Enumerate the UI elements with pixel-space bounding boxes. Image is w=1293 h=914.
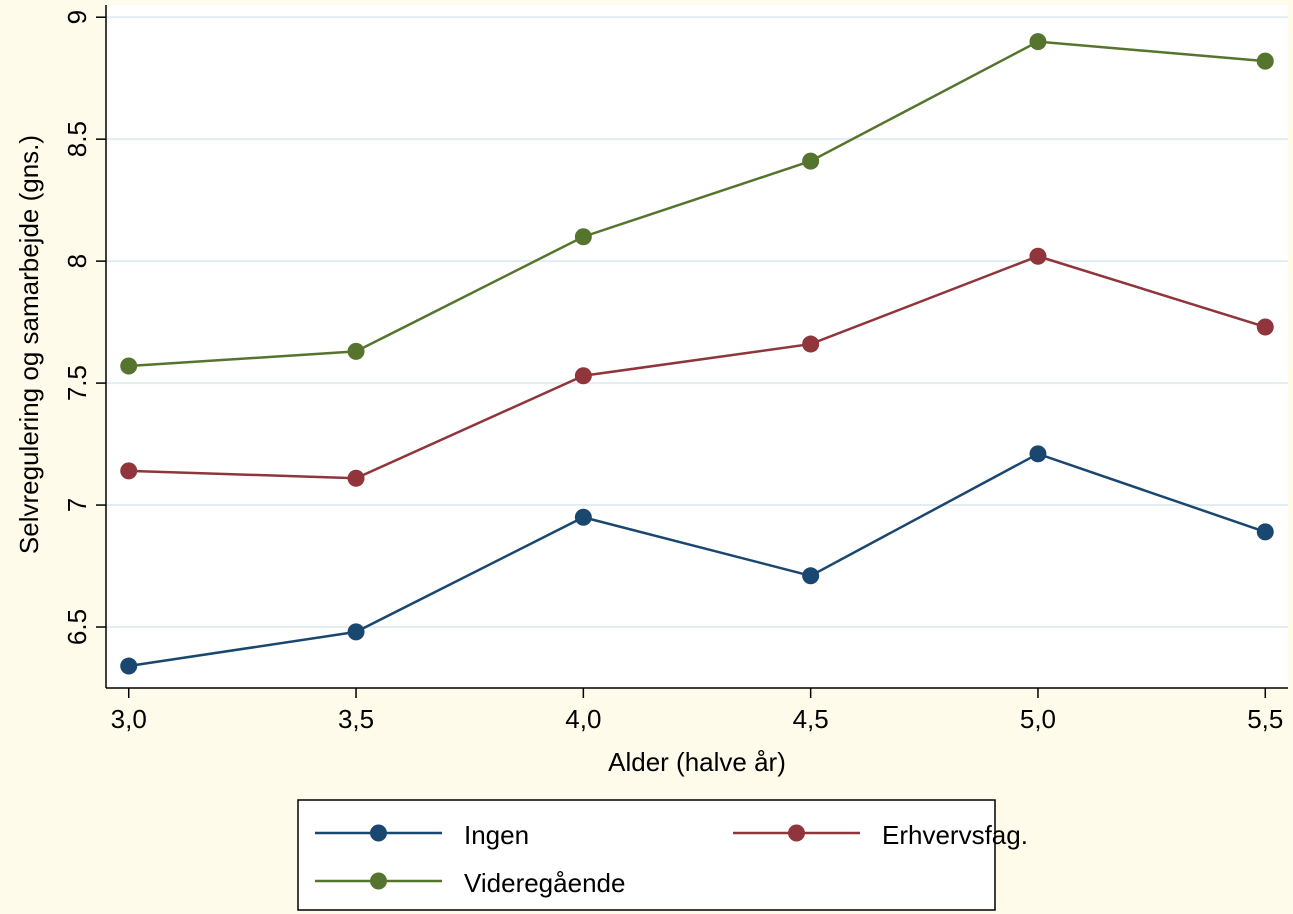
y-tick-label: 7.5 <box>62 365 92 401</box>
legend-item: Videregående <box>315 868 625 898</box>
x-tick-label: 4,5 <box>793 704 829 734</box>
data-point <box>1029 33 1047 51</box>
data-point <box>120 657 138 675</box>
data-point <box>347 342 365 360</box>
data-point <box>347 469 365 487</box>
legend: Ingen Erhvervsfag. Videregående <box>297 799 1028 911</box>
x-tick-label: 5,0 <box>1020 704 1056 734</box>
legend-item: Ingen <box>315 820 529 850</box>
data-point <box>574 228 592 246</box>
legend-label: Videregående <box>464 868 625 898</box>
data-point <box>574 367 592 385</box>
axes: 6.5 7 7.5 8 8.5 9 3,0 3,5 4,0 4,5 5,0 5,5 <box>62 5 1288 734</box>
legend-box <box>297 799 996 911</box>
legend-label: Erhvervsfag. <box>882 820 1028 850</box>
legend-marker <box>788 824 805 842</box>
data-point <box>802 567 820 585</box>
legend-label: Ingen <box>464 820 529 850</box>
data-point <box>1029 247 1047 265</box>
legend-marker <box>370 824 387 842</box>
series-2 <box>120 33 1274 375</box>
data-point <box>347 623 365 641</box>
x-axis-title: Alder (halve år) <box>608 747 786 777</box>
x-tick-label: 3,0 <box>111 704 147 734</box>
data-point <box>1029 445 1047 463</box>
data-series <box>120 33 1274 675</box>
data-point <box>1256 318 1274 336</box>
series-line <box>128 452 1266 668</box>
y-tick-label: 6.5 <box>62 609 92 645</box>
data-point <box>120 462 138 480</box>
series-line <box>128 40 1266 368</box>
data-point <box>574 508 592 526</box>
x-tick-label: 4,0 <box>565 704 601 734</box>
data-point <box>1256 523 1274 541</box>
y-tick-label: 8 <box>62 254 92 268</box>
y-axis-title: Selvregulering og samarbejde (gns.) <box>14 135 44 554</box>
legend-marker <box>370 872 387 890</box>
series-0 <box>120 445 1274 675</box>
y-tick-label: 8.5 <box>62 121 92 157</box>
y-tick-label: 9 <box>62 10 92 24</box>
gridlines <box>106 16 1288 629</box>
plot-area <box>106 5 1288 688</box>
series-line <box>128 254 1266 480</box>
y-tick-label: 7 <box>62 498 92 512</box>
data-point <box>120 357 138 375</box>
data-point <box>1256 52 1274 70</box>
series-1 <box>120 247 1274 487</box>
legend-item: Erhvervsfag. <box>733 820 1028 850</box>
x-tick-label: 3,5 <box>338 704 374 734</box>
data-point <box>802 152 820 170</box>
data-point <box>802 335 820 353</box>
x-tick-label: 5,5 <box>1247 704 1283 734</box>
